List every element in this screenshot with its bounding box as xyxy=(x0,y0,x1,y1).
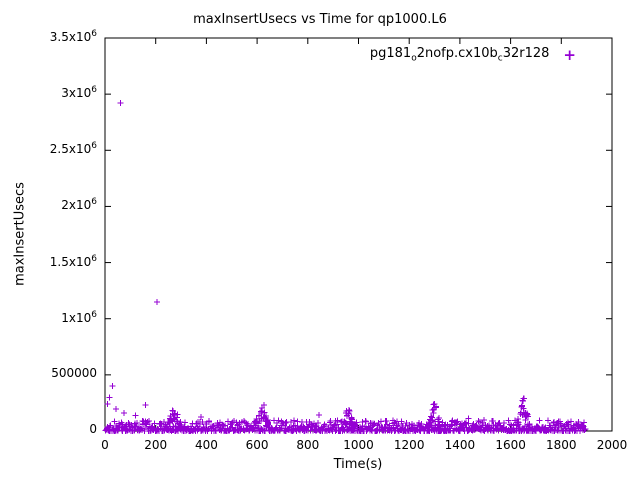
x-tick-label: 1400 xyxy=(444,438,476,452)
y-tick-label: 1.5x106 xyxy=(49,253,97,269)
legend-part-sub: o xyxy=(411,53,417,64)
legend-part: 32r128 xyxy=(502,46,550,61)
chart-title: maxInsertUsecs vs Time for qp1000.L6 xyxy=(193,12,447,27)
y-tick-label: 2.5x106 xyxy=(49,141,97,157)
y-tick-label: 3x106 xyxy=(61,85,97,101)
x-tick-label: 1200 xyxy=(393,438,425,452)
plot-border xyxy=(104,37,613,432)
x-tick-label: 600 xyxy=(245,438,269,452)
y-tick-label: 500000 xyxy=(51,365,97,380)
x-tick-label: 400 xyxy=(194,438,218,452)
legend-part: pg181 xyxy=(369,46,412,61)
x-tick-label: 200 xyxy=(144,438,168,452)
scatter-points xyxy=(102,100,589,434)
y-axis-title: maxInsertUsecs xyxy=(12,182,28,286)
legend-marker-icon: + xyxy=(563,45,576,64)
legend: pg181o2nofp.cx10bc32r128 + xyxy=(370,46,576,64)
x-tick-label: 800 xyxy=(296,438,320,452)
x-tick-label: 2000 xyxy=(596,438,628,452)
legend-series-label: pg181o2nofp.cx10bc32r128 xyxy=(370,46,550,64)
legend-part: 2nofp.cx10b xyxy=(416,46,498,61)
y-tick-label: 3.5x106 xyxy=(49,29,97,44)
y-tick-label: 0 xyxy=(89,422,97,436)
y-tick-label: 2x106 xyxy=(61,197,97,213)
x-tick-label: 1600 xyxy=(495,438,526,452)
x-axis-title: Time(s) xyxy=(333,457,383,472)
x-tick-label: 1000 xyxy=(343,438,374,452)
x-tick-label: 1800 xyxy=(546,438,577,452)
y-tick-label: 1x106 xyxy=(61,309,97,325)
legend-part-sub: c xyxy=(497,53,503,64)
x-tick-label: 0 xyxy=(101,438,109,452)
